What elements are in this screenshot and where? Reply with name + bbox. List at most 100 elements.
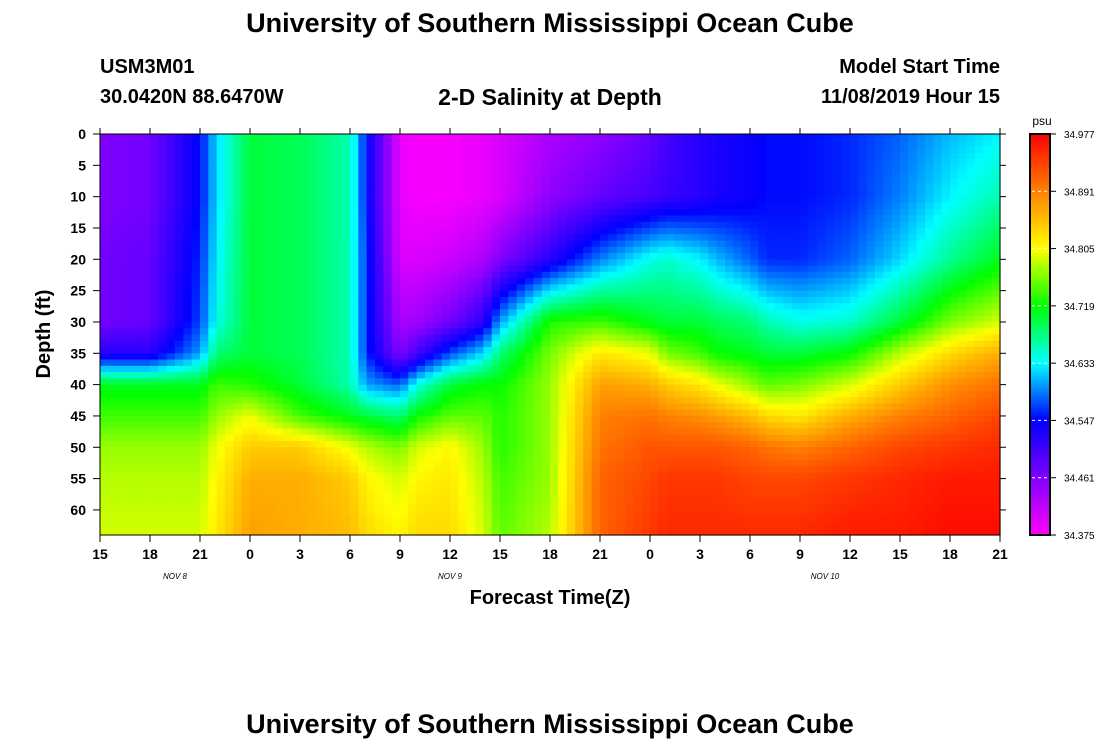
heatmap-cell [533, 340, 543, 348]
heatmap-cell [125, 315, 134, 323]
heatmap-cell [550, 447, 559, 455]
heatmap-cell [500, 484, 509, 492]
heatmap-cell [191, 271, 201, 279]
heatmap-cell [425, 359, 434, 367]
heatmap-cell [116, 340, 126, 348]
heatmap-cell [308, 334, 318, 342]
heatmap-cell [691, 484, 701, 492]
heatmap-cell [300, 315, 309, 323]
heatmap-cell [441, 365, 451, 373]
heatmap-cell [733, 372, 743, 379]
heatmap-cell [541, 171, 551, 179]
heatmap-cell [566, 227, 576, 235]
heatmap-cell [633, 278, 643, 285]
heatmap-cell [325, 397, 334, 405]
heatmap-cell [191, 447, 201, 455]
heatmap-cell [150, 409, 159, 417]
heatmap-cell [616, 441, 626, 448]
heatmap-cell [316, 359, 326, 367]
heatmap-cell [566, 353, 576, 361]
heatmap-cell [516, 184, 526, 191]
heatmap-cell [733, 466, 743, 473]
heatmap-cell [283, 340, 293, 348]
heatmap-cell [608, 365, 618, 373]
heatmap-cell [158, 347, 168, 354]
heatmap-cell [508, 447, 518, 455]
heatmap-cell [641, 503, 651, 511]
heatmap-cell [650, 491, 659, 499]
heatmap-cell [525, 290, 534, 298]
heatmap-cell [533, 290, 543, 298]
heatmap-cell [466, 409, 476, 417]
heatmap-cell [700, 459, 709, 467]
heatmap-cell [516, 177, 526, 185]
heatmap-cell [683, 503, 693, 511]
heatmap-cell [191, 290, 201, 298]
heatmap-cell [166, 522, 176, 530]
heatmap-cell [575, 434, 584, 442]
heatmap-cell [183, 259, 193, 267]
heatmap-cell [666, 328, 676, 336]
heatmap-cell [400, 152, 409, 160]
heatmap-cell [375, 184, 384, 191]
heatmap-cell [533, 434, 543, 442]
heatmap-cell [400, 353, 409, 361]
heatmap-cell [675, 165, 684, 173]
heatmap-cell [691, 209, 701, 217]
heatmap-cell [275, 522, 284, 530]
heatmap-cell [158, 177, 168, 185]
heatmap-cell [275, 453, 284, 461]
heatmap-cell [275, 171, 284, 179]
heatmap-cell [666, 372, 676, 379]
heatmap-cell [458, 315, 468, 323]
heatmap-cell [525, 296, 534, 304]
heatmap-cell [366, 152, 376, 160]
heatmap-cell [258, 202, 268, 210]
heatmap-cell [241, 397, 251, 405]
heatmap-cell [325, 146, 334, 154]
heatmap-cell [208, 497, 218, 505]
heatmap-cell [350, 453, 359, 461]
heatmap-cell [716, 215, 726, 223]
heatmap-cell [166, 321, 176, 329]
heatmap-cell [525, 478, 534, 486]
heatmap-cell [441, 140, 451, 148]
heatmap-cell [508, 265, 518, 273]
heatmap-cell [458, 253, 468, 260]
heatmap-cell [533, 177, 543, 185]
heatmap-cell [333, 491, 343, 499]
heatmap-cell [600, 190, 609, 198]
heatmap-cell [350, 321, 359, 329]
heatmap-cell [483, 466, 493, 473]
heatmap-cell [433, 503, 443, 511]
heatmap-cell [391, 140, 401, 148]
heatmap-cell [525, 365, 534, 373]
heatmap-cell [491, 221, 501, 229]
heatmap-cell [675, 315, 684, 323]
heatmap-cell [291, 259, 301, 267]
heatmap-cell [166, 409, 176, 417]
heatmap-cell [316, 215, 326, 223]
heatmap-cell [225, 296, 234, 304]
heatmap-cell [200, 221, 209, 229]
heatmap-cell [200, 328, 209, 336]
heatmap-cell [250, 278, 259, 285]
heatmap-cell [741, 159, 751, 166]
heatmap-cell [591, 415, 601, 423]
heatmap-cell [683, 340, 693, 348]
heatmap-cell [216, 259, 226, 267]
heatmap-cell [708, 221, 718, 229]
heatmap-cell [625, 152, 634, 160]
heatmap-cell [233, 347, 243, 354]
heatmap-cell [175, 296, 184, 304]
heatmap-cell [233, 296, 243, 304]
heatmap-cell [216, 459, 226, 467]
heatmap-cell [208, 240, 218, 248]
heatmap-cell [241, 290, 251, 298]
heatmap-cell [575, 196, 584, 204]
heatmap-cell [383, 434, 393, 442]
heatmap-cell [216, 503, 226, 511]
heatmap-cell [716, 478, 726, 486]
heatmap-cell [183, 459, 193, 467]
heatmap-cell [483, 165, 493, 173]
